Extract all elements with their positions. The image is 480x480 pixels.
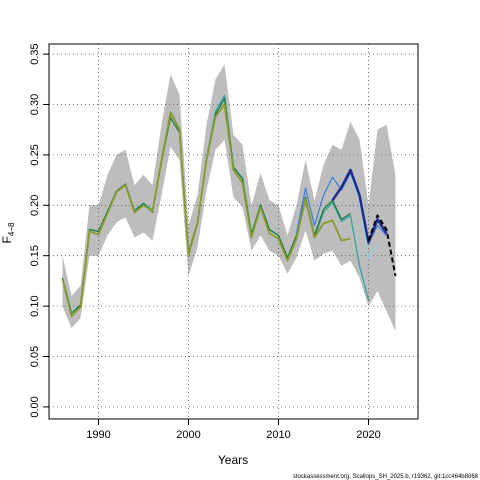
grid-layer [49, 44, 418, 419]
x-axis: 1990 2000 2010 2020 [86, 419, 381, 441]
series-layer [61, 94, 397, 318]
series-line-6 [61, 103, 351, 318]
x-tick-label: 2020 [356, 429, 380, 441]
x-tick-label: 1990 [86, 429, 110, 441]
footer-note: stockassessment.org, Scallops_SH_2025.b,… [293, 474, 479, 480]
y-axis: 0.00 0.05 0.10 0.15 0.20 0.25 0.30 0.35 [29, 43, 49, 418]
y-axis-title: F4−8 [0, 222, 16, 243]
x-tick-label: 2010 [266, 429, 290, 441]
y-tick-label: 0.05 [29, 346, 41, 367]
x-axis-title: Years [218, 453, 248, 467]
y-tick-label: 0.15 [29, 245, 41, 266]
y-tick-label: 0.35 [29, 43, 41, 64]
y-axis-title-subscript: 4−8 [7, 222, 16, 236]
y-tick-label: 0.00 [29, 396, 41, 417]
x-tick-label: 2000 [176, 429, 200, 441]
series-line-5 [331, 168, 388, 244]
y-tick-label: 0.30 [29, 94, 41, 115]
y-tick-label: 0.20 [29, 195, 41, 216]
y-axis-title-main: F [0, 236, 14, 243]
y-tick-label: 0.25 [29, 144, 41, 165]
y-tick-label: 0.10 [29, 295, 41, 316]
series-line-7 [367, 214, 397, 277]
plot-frame [48, 43, 419, 420]
